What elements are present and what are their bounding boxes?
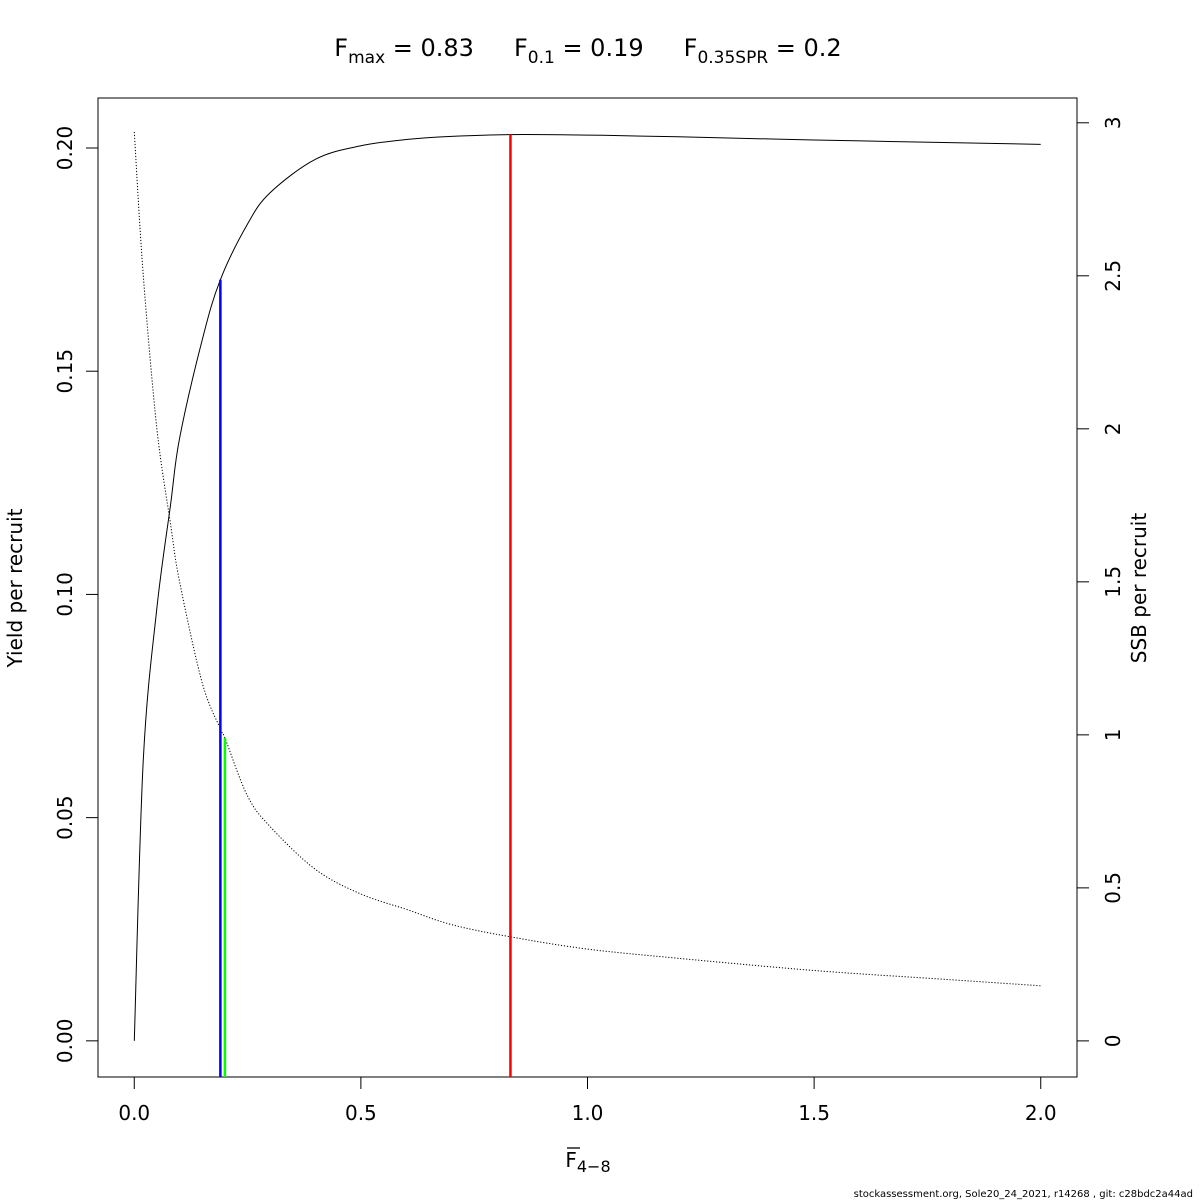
fspr-sub: 0.35SPR (697, 48, 768, 68)
x-tick-label: 0.0 (118, 1101, 150, 1125)
ssb-per-recruit-line (133, 131, 1041, 987)
f01-label: F (514, 34, 528, 62)
fmax-value: = 0.83 (385, 34, 474, 62)
x-axis-label-main: F (565, 1148, 577, 1172)
y2-tick-label: 1 (1101, 728, 1125, 741)
y-tick-label: 0.00 (53, 1019, 77, 1064)
x-axis: 0.0 0.5 1.0 1.5 2.0 (118, 1077, 1057, 1125)
fmax-sub: max (348, 48, 385, 68)
fspr-value: = 0.2 (768, 34, 842, 62)
y-tick-label: 0.15 (53, 349, 77, 394)
x-axis-label-sub: 4−8 (577, 1157, 611, 1176)
y2-axis-label: SSB per recruit (1127, 513, 1151, 664)
y-tick-label: 0.20 (53, 126, 77, 171)
y2-tick-label: 2 (1101, 422, 1125, 435)
y2-tick-label: 1.5 (1101, 566, 1125, 598)
series-layer (133, 131, 1041, 1041)
f01-value: = 0.19 (555, 34, 644, 62)
y2-tick-label: 2.5 (1101, 260, 1125, 292)
y-tick-label: 0.10 (53, 572, 77, 617)
y2-tick-label: 0 (1101, 1035, 1125, 1048)
y-tick-label: 0.05 (53, 795, 77, 840)
y-axis-right: 0 0.5 1 1.5 2 2.5 3 (1077, 116, 1125, 1047)
x-axis-label: F4−8 (565, 1148, 610, 1176)
y-axis-label: Yield per recruit (3, 508, 27, 668)
y-axis-left: 0.00 0.05 0.10 0.15 0.20 (53, 126, 98, 1063)
reference-lines-layer (219, 134, 512, 1077)
chart-title: Fmax = 0.83 F0.1 = 0.19 F0.35SPR = 0.2 (334, 34, 841, 68)
y2-tick-label: 3 (1101, 116, 1125, 129)
fspr-label: F (684, 34, 698, 62)
footer-text: stockassessment.org, Sole20_24_2021, r14… (854, 1189, 1193, 1200)
fmax-label: F (334, 34, 348, 62)
x-tick-label: 2.0 (1025, 1101, 1057, 1125)
yield-per-recruit-line (133, 134, 1041, 1041)
y2-tick-label: 0.5 (1101, 872, 1125, 904)
plot-frame (97, 97, 1078, 1078)
f01-sub: 0.1 (528, 48, 555, 68)
x-tick-label: 1.5 (798, 1101, 830, 1125)
x-tick-label: 0.5 (345, 1101, 377, 1125)
x-tick-label: 1.0 (572, 1101, 604, 1125)
